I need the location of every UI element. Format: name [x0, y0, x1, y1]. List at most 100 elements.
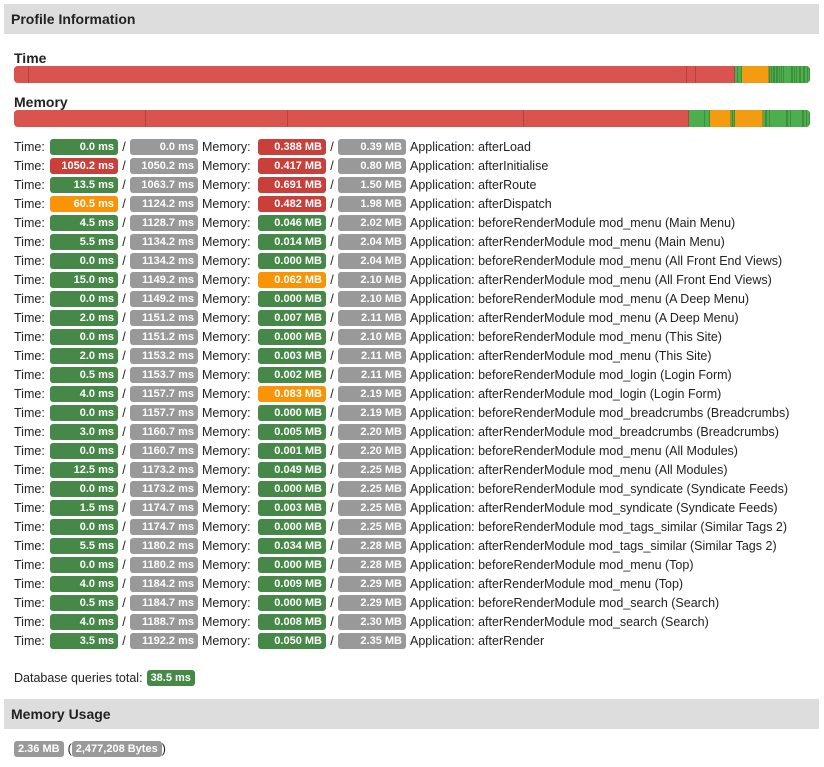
memory-bar-segment: [765, 110, 768, 127]
time-total-badge: 1184.2 ms: [130, 575, 198, 592]
time-total-badge: 1157.7 ms: [130, 404, 198, 421]
separator: /: [330, 557, 334, 572]
memory-value-badge: 0.000 MB: [258, 594, 326, 611]
separator: /: [330, 405, 334, 420]
memory-value-badge: 0.083 MB: [258, 385, 326, 402]
time-value-badge: 0.0 ms: [50, 252, 118, 269]
memory-value-badge: 0.482 MB: [258, 195, 326, 212]
time-bar-segment: [805, 66, 808, 83]
memory-value-badge: 0.000 MB: [258, 404, 326, 421]
time-total-badge: 1180.2 ms: [130, 537, 198, 554]
memory-bar-segment: [146, 110, 289, 127]
separator: /: [330, 462, 334, 477]
memory-value-badge: 0.003 MB: [258, 499, 326, 516]
time-bar-segment: [796, 66, 801, 83]
memory-total-badge: 2.10 MB: [338, 271, 406, 288]
profile-marks-list: Time: 0.0 ms / 0.0 ms Memory: 0.388 MB / 0.39 M…: [14, 137, 789, 650]
memory-usage-mb: 2.36 MB: [14, 741, 64, 757]
profile-mark-row: Time: 4.0 ms / 1184.2 ms Memory: 0.009 MB / 2.2…: [14, 574, 789, 593]
profile-mark-row: Time: 0.0 ms / 1174.7 ms Memory: 0.000 MB / 2.2…: [14, 517, 789, 536]
time-label: Time:: [14, 595, 45, 610]
separator: /: [122, 386, 126, 401]
memory-bar-segment: [730, 110, 733, 127]
time-total-badge: 1160.7 ms: [130, 423, 198, 440]
time-value-badge: 4.0 ms: [50, 385, 118, 402]
memory-label: Memory:: [202, 443, 251, 458]
time-total-badge: 1188.7 ms: [130, 613, 198, 630]
separator: /: [330, 633, 334, 648]
memory-value-badge: 0.050 MB: [258, 632, 326, 649]
separator: /: [330, 272, 334, 287]
profile-mark-row: Time: 1.5 ms / 1174.7 ms Memory: 0.003 MB / 2.2…: [14, 498, 789, 517]
time-bar-segment: [778, 66, 781, 83]
memory-label: Memory:: [202, 310, 251, 325]
time-label: Time:: [14, 310, 45, 325]
application-event: Application: beforeRenderModule mod_sear…: [410, 595, 720, 610]
time-total-badge: 1134.2 ms: [130, 252, 198, 269]
memory-label: Memory:: [202, 595, 251, 610]
application-event: Application: beforeRenderModule mod_menu…: [410, 291, 750, 306]
application-event: Application: afterDispatch: [410, 196, 552, 211]
separator: /: [330, 538, 334, 553]
time-total-badge: 1174.7 ms: [130, 518, 198, 535]
time-total-badge: 1173.2 ms: [130, 461, 198, 478]
separator: /: [330, 215, 334, 230]
time-bar-segment: [793, 66, 796, 83]
memory-value-badge: 0.046 MB: [258, 214, 326, 231]
memory-value-badge: 0.691 MB: [258, 176, 326, 193]
time-bar-segment: [773, 66, 776, 83]
time-bar: [14, 66, 810, 83]
time-bar-segment: [695, 66, 736, 83]
application-event: Application: afterRenderModule mod_tags_…: [410, 538, 777, 553]
separator: /: [330, 310, 334, 325]
memory-bar-segment: [767, 110, 770, 127]
memory-label: Memory:: [202, 348, 251, 363]
profile-mark-row: Time: 0.5 ms / 1184.7 ms Memory: 0.000 MB / 2.2…: [14, 593, 789, 612]
memory-total-badge: 2.10 MB: [338, 328, 406, 345]
memory-value-badge: 0.009 MB: [258, 575, 326, 592]
time-bar-segment: [801, 66, 804, 83]
time-label: Time:: [14, 177, 45, 192]
memory-value-badge: 0.000 MB: [258, 290, 326, 307]
memory-total-badge: 2.19 MB: [338, 385, 406, 402]
application-event: Application: afterRenderModule mod_menu …: [410, 234, 725, 249]
application-event: Application: beforeRenderModule mod_menu…: [410, 557, 694, 572]
separator: /: [122, 215, 126, 230]
separator: /: [122, 462, 126, 477]
time-label: Time:: [14, 614, 45, 629]
memory-value-badge: 0.000 MB: [258, 252, 326, 269]
separator: /: [122, 291, 126, 306]
separator: /: [122, 481, 126, 496]
memory-total-badge: 2.29 MB: [338, 575, 406, 592]
profile-mark-row: Time: 0.0 ms / 1151.2 ms Memory: 0.000 MB / 2.1…: [14, 327, 789, 346]
memory-total-badge: 1.50 MB: [338, 176, 406, 193]
memory-value-badge: 0.005 MB: [258, 423, 326, 440]
time-label: Time:: [14, 272, 45, 287]
time-label: Time:: [14, 215, 45, 230]
separator: /: [122, 424, 126, 439]
database-queries-value: 38.5 ms: [146, 670, 195, 686]
memory-total-badge: 2.04 MB: [338, 252, 406, 269]
memory-label: Memory:: [202, 291, 251, 306]
separator: /: [330, 424, 334, 439]
time-label: Time:: [14, 462, 45, 477]
memory-total-badge: 2.11 MB: [338, 347, 406, 364]
separator: /: [330, 576, 334, 591]
time-total-badge: 1149.2 ms: [130, 271, 198, 288]
time-label: Time:: [14, 386, 45, 401]
memory-label: Memory:: [202, 519, 251, 534]
memory-total-badge: 0.80 MB: [338, 157, 406, 174]
separator: /: [122, 576, 126, 591]
memory-label: Memory:: [202, 177, 251, 192]
separator: /: [122, 405, 126, 420]
memory-bar-segment: [704, 110, 710, 127]
time-total-badge: 1174.7 ms: [130, 499, 198, 516]
time-value-badge: 3.5 ms: [50, 632, 118, 649]
profile-mark-row: Time: 0.0 ms / 1134.2 ms Memory: 0.000 MB / 2.0…: [14, 251, 789, 270]
time-bar-segment: [800, 66, 802, 83]
memory-bar-segment: [14, 110, 147, 127]
application-event: Application: afterRenderModule mod_syndi…: [410, 500, 778, 515]
time-total-badge: 1173.2 ms: [130, 480, 198, 497]
application-event: Application: beforeRenderModule mod_menu…: [410, 215, 736, 230]
memory-total-badge: 2.20 MB: [338, 423, 406, 440]
